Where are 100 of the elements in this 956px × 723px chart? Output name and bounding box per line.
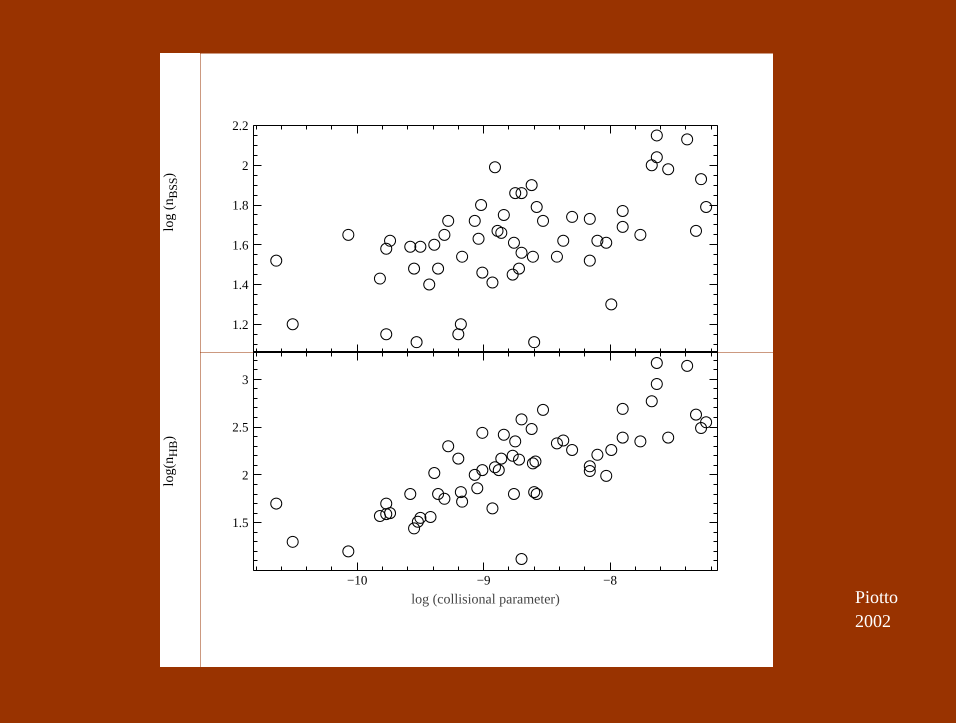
point xyxy=(471,482,484,494)
point xyxy=(650,357,663,370)
point xyxy=(550,250,563,263)
point xyxy=(600,470,612,482)
point xyxy=(516,246,528,259)
point xyxy=(270,498,282,510)
y-tick-label: 1.6 xyxy=(232,237,249,252)
point xyxy=(526,457,539,470)
point xyxy=(270,254,282,267)
point xyxy=(408,262,420,275)
point xyxy=(404,240,416,253)
point xyxy=(616,432,629,444)
point xyxy=(384,507,396,520)
point xyxy=(438,228,450,241)
point xyxy=(468,468,481,481)
point xyxy=(605,444,618,456)
point xyxy=(506,268,519,281)
point xyxy=(616,220,629,233)
point xyxy=(516,413,528,426)
point xyxy=(700,201,712,213)
point xyxy=(374,272,386,285)
point xyxy=(662,432,674,444)
point xyxy=(486,502,498,514)
point xyxy=(492,224,504,237)
point xyxy=(650,129,663,142)
point xyxy=(424,510,437,523)
point xyxy=(526,423,538,435)
point xyxy=(475,199,488,211)
point xyxy=(646,395,658,408)
point xyxy=(495,226,508,239)
point xyxy=(557,234,570,247)
y-tick-label: 2.5 xyxy=(232,420,248,435)
y-tick-label: 1.5 xyxy=(232,515,248,530)
point xyxy=(537,214,550,227)
point xyxy=(508,488,520,500)
x-tick-label: −9 xyxy=(476,572,491,588)
point xyxy=(428,238,440,251)
point xyxy=(380,508,392,520)
point xyxy=(528,336,540,348)
point xyxy=(650,378,663,390)
point xyxy=(600,236,612,249)
point xyxy=(616,204,629,217)
y-tick-label: 2 xyxy=(242,467,248,482)
point xyxy=(495,452,508,465)
point xyxy=(476,426,488,439)
point xyxy=(454,486,467,498)
point xyxy=(566,210,578,223)
point xyxy=(695,422,708,434)
point xyxy=(509,435,522,448)
x-tick-label: −8 xyxy=(603,572,617,588)
point xyxy=(442,440,454,452)
point xyxy=(529,456,542,468)
point xyxy=(438,492,450,505)
y-tick-label: 3 xyxy=(242,372,248,387)
point xyxy=(486,276,498,289)
point xyxy=(286,318,299,330)
point xyxy=(584,465,596,478)
point xyxy=(342,545,354,558)
point xyxy=(550,437,563,450)
point xyxy=(408,522,420,534)
point xyxy=(488,461,501,474)
point xyxy=(442,214,454,227)
point xyxy=(584,254,596,267)
point xyxy=(662,163,674,176)
point xyxy=(526,179,538,192)
point xyxy=(509,187,522,200)
point xyxy=(414,240,426,253)
x-axis-title: log (collisional parameter) xyxy=(411,592,560,608)
point xyxy=(557,434,570,446)
point xyxy=(498,208,510,221)
point xyxy=(690,224,702,237)
point xyxy=(492,464,505,476)
point xyxy=(428,466,440,479)
y-tick-label: 2 xyxy=(242,158,248,173)
point xyxy=(584,212,596,225)
point xyxy=(584,460,596,472)
point xyxy=(616,402,629,415)
point xyxy=(695,173,708,186)
point xyxy=(410,336,423,348)
point xyxy=(452,328,464,340)
point xyxy=(530,201,543,213)
point xyxy=(591,448,604,461)
y-tick-label: 2.2 xyxy=(232,118,248,133)
point xyxy=(432,262,444,275)
point xyxy=(476,266,488,279)
point xyxy=(528,486,540,498)
point xyxy=(516,553,528,566)
point xyxy=(634,435,646,448)
point xyxy=(513,262,526,275)
point xyxy=(380,328,392,340)
y-tick-label: 1.2 xyxy=(232,316,248,332)
point xyxy=(468,214,481,227)
point xyxy=(526,250,539,263)
point xyxy=(700,416,712,428)
point xyxy=(537,404,550,416)
point xyxy=(286,536,299,548)
point xyxy=(681,133,694,146)
point xyxy=(380,242,392,255)
text: Piotto 2002 xyxy=(855,586,900,633)
point xyxy=(380,498,392,510)
